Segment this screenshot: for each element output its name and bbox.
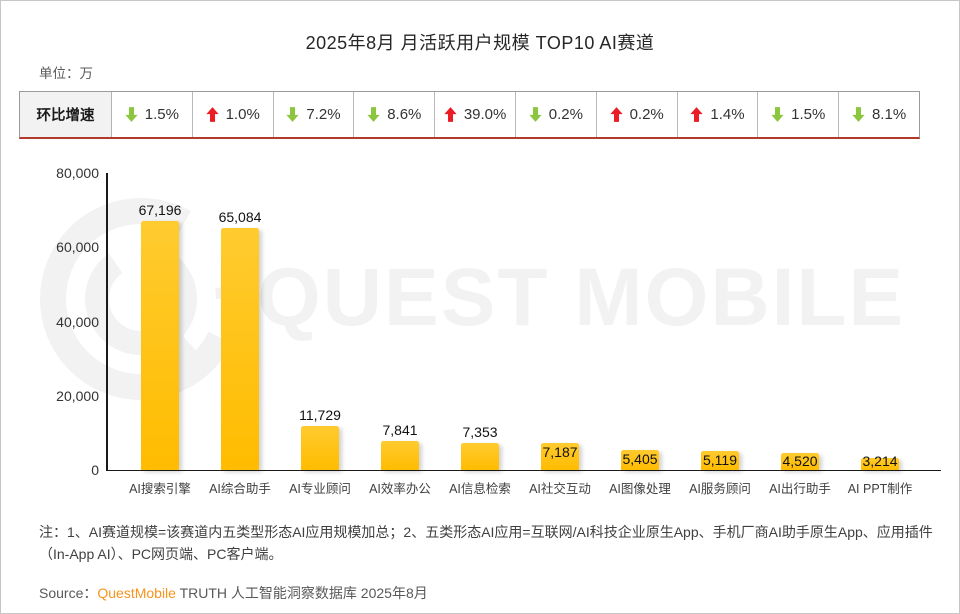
category-label: AI社交互动: [529, 482, 591, 496]
footnote: 注：1、AI赛道规模=该赛道内五类型形态AI应用规模加总；2、五类形态AI应用=…: [39, 524, 933, 562]
growth-value: 8.1%: [871, 106, 907, 123]
bar-value-label: 4,520: [782, 453, 818, 469]
growth-cell: 1.4%: [678, 92, 759, 137]
bar-value-label: 7,187: [542, 444, 578, 460]
bar: [141, 221, 179, 470]
bar: [701, 451, 739, 470]
bar: [861, 458, 899, 470]
growth-value: 0.2%: [629, 106, 664, 123]
bar-value-label: 65,084: [218, 209, 262, 225]
growth-cell: 0.2%: [597, 92, 678, 137]
growth-cell: 1.5%: [112, 92, 193, 137]
growth-value: 7.2%: [306, 106, 341, 123]
y-tick-label: 0: [91, 462, 99, 478]
growth-cells: 1.5% 1.0% 7.2% 8.6% 39.0% 0.2% 0.2% 1.4% 1.5% 8.1…: [112, 92, 919, 137]
growth-cell: 1.5%: [758, 92, 840, 137]
down-arrow-icon: [286, 107, 300, 122]
y-axis-line: [106, 173, 108, 471]
growth-value: 1.5%: [791, 106, 826, 123]
growth-cell: 8.1%: [839, 92, 919, 137]
growth-table: 环比增速 1.5% 1.0% 7.2% 8.6% 39.0% 0.2% 0.2% 1.4% 1.…: [19, 91, 920, 139]
growth-value: 1.4%: [710, 106, 745, 123]
bar-value-label: 3,214: [862, 453, 898, 469]
source-line: Source：QuestMobile TRUTH 人工智能洞察数据库 2025年…: [39, 583, 428, 603]
down-arrow-icon: [529, 107, 542, 122]
source-suffix: TRUTH 人工智能洞察数据库 2025年8月: [175, 585, 428, 601]
bar-slot: 7,187 AI社交互动: [520, 173, 600, 496]
up-arrow-icon: [205, 107, 219, 122]
category-label: AI PPT制作: [847, 482, 913, 496]
bar-value-label: 5,405: [622, 451, 658, 467]
growth-value: 39.0%: [463, 106, 507, 123]
growth-table-header: 环比增速: [20, 92, 112, 137]
category-label: AI图像处理: [609, 482, 671, 496]
up-arrow-icon: [609, 107, 623, 122]
category-label: AI服务顾问: [689, 482, 751, 496]
growth-cell: 8.6%: [354, 92, 436, 137]
bar-chart: 67,196 AI搜索引擎 65,084 AI综合助手 11,729 AI专业顾问 7,84…: [120, 173, 920, 496]
growth-value: 0.2%: [548, 106, 583, 123]
down-arrow-icon: [367, 107, 380, 122]
down-arrow-icon: [771, 107, 784, 122]
bar-slot: 67,196 AI搜索引擎: [120, 173, 200, 496]
up-arrow-icon: [690, 107, 704, 122]
bar-slot: 11,729 AI专业顾问: [280, 173, 360, 496]
bar-slot: 5,119 AI服务顾问: [680, 173, 760, 496]
bar: [301, 426, 339, 470]
source-brand: QuestMobile: [97, 585, 176, 601]
category-label: AI出行助手: [769, 482, 831, 496]
category-label: AI专业顾问: [289, 482, 351, 496]
down-arrow-icon: [125, 107, 138, 122]
y-tick-label: 60,000: [56, 239, 99, 256]
bar-slot: 7,353 AI信息检索: [440, 173, 520, 496]
y-tick-label: 80,000: [56, 165, 99, 181]
down-arrow-icon: [852, 107, 865, 122]
bar-value-label: 11,729: [299, 407, 341, 423]
y-tick-label: 40,000: [56, 313, 99, 330]
growth-cell: 39.0%: [435, 92, 516, 137]
unit-label: 单位：万: [39, 66, 93, 81]
category-label: AI效率办公: [369, 482, 431, 496]
source-prefix: Source：: [39, 585, 98, 601]
bar-value-label: 7,353: [462, 424, 498, 440]
bar: [541, 443, 579, 470]
y-tick-label: 20,000: [56, 387, 99, 404]
bar-slot: 7,841 AI效率办公: [360, 173, 440, 496]
category-label: AI搜索引擎: [129, 482, 191, 496]
questmobile-text-watermark: QUEST MOBILE: [257, 252, 906, 343]
bar: [621, 450, 659, 470]
growth-cell: 7.2%: [274, 92, 355, 137]
growth-value: 8.6%: [387, 106, 422, 123]
bar-value-label: 7,841: [382, 422, 418, 438]
x-axis-line: [106, 469, 941, 472]
bar-slot: 3,214 AI PPT制作: [840, 173, 920, 496]
page-title: 2025年8月 月活跃用户规模 TOP10 AI赛道: [305, 33, 655, 53]
category-label: AI综合助手: [209, 482, 271, 496]
category-label: AI信息检索: [449, 482, 511, 496]
bar-slot: 65,084 AI综合助手: [200, 173, 280, 496]
bar: [221, 228, 259, 470]
bar-value-label: 67,196: [138, 202, 182, 218]
growth-cell: 1.0%: [193, 92, 274, 137]
growth-value: 1.0%: [225, 106, 260, 123]
bar: [381, 441, 419, 470]
growth-cell: 0.2%: [516, 92, 597, 137]
up-arrow-icon: [444, 107, 457, 122]
growth-value: 1.5%: [144, 106, 179, 123]
bar-slot: 4,520 AI出行助手: [760, 173, 840, 496]
bar-value-label: 5,119: [703, 452, 737, 468]
bar: [461, 443, 499, 470]
bar-slot: 5,405 AI图像处理: [600, 173, 680, 496]
bar: [781, 453, 819, 470]
